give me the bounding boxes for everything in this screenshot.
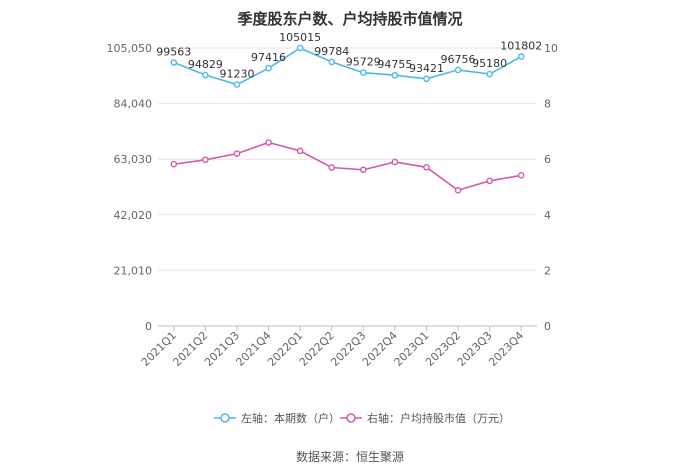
data-point [423, 163, 430, 171]
legend-marker-icon [346, 413, 356, 423]
right-tick-label: 10 [544, 42, 558, 55]
data-point [296, 147, 304, 155]
right-axis: 0 2 4 6 8 10 [544, 42, 558, 333]
data-point [233, 150, 241, 157]
left-axis: 0 21,010 42,020 63,030 84,040 105,050 [107, 42, 153, 333]
right-tick-label: 0 [544, 320, 551, 333]
left-tick-label: 105,050 [107, 42, 153, 55]
legend-item-1[interactable]: 右轴：户均持股市值（万元） [340, 411, 510, 425]
grid [158, 47, 537, 327]
data-point [359, 69, 367, 76]
data-label: 91230 [219, 68, 254, 81]
series-line-1 [173, 141, 522, 192]
data-point [391, 158, 399, 166]
data-point [265, 64, 272, 72]
left-tick-label: 42,020 [114, 209, 153, 222]
left-tick-label: 84,040 [114, 98, 153, 111]
right-tick-label: 8 [544, 98, 551, 111]
series-line-0 [173, 47, 522, 86]
right-tick-label: 6 [544, 153, 551, 166]
data-point [454, 66, 462, 74]
data-point [423, 75, 430, 83]
data-label: 95729 [346, 56, 381, 69]
left-tick-label: 21,010 [114, 264, 153, 277]
data-point [265, 139, 272, 146]
right-tick-label: 2 [544, 264, 551, 277]
data-point [486, 70, 493, 78]
left-tick-label: 0 [145, 320, 152, 333]
source-text: 数据来源：恒生聚源 [296, 449, 404, 464]
data-point [202, 156, 209, 164]
legend-label: 右轴：户均持股市值（万元） [367, 411, 510, 425]
legend-label: 左轴：本期数（户） [241, 411, 340, 425]
data-label: 96756 [441, 53, 476, 66]
data-label: 94755 [377, 58, 412, 71]
x-axis: 2021Q12021Q22021Q32021Q42022Q12022Q22022… [139, 326, 526, 369]
legend-marker-icon [220, 413, 230, 423]
data-point [454, 187, 462, 194]
data-label: 97416 [251, 51, 286, 64]
data-point [328, 164, 336, 171]
right-tick-label: 4 [544, 209, 551, 222]
x-tick-label: 2023Q4 [486, 329, 526, 369]
data-point [233, 81, 241, 88]
data-point [359, 166, 367, 174]
data-point [391, 71, 399, 79]
data-label: 99784 [314, 45, 349, 58]
data-point [517, 53, 525, 60]
data-point [202, 71, 209, 79]
chart-title: 季度股东户数、户均持股市值情况 [237, 10, 462, 28]
data-label: 101802 [500, 40, 542, 53]
left-tick-label: 63,030 [114, 153, 153, 166]
data-label: 99563 [156, 46, 191, 59]
legend-item-0[interactable]: 左轴：本期数（户） [214, 411, 340, 425]
data-label: 93421 [409, 62, 444, 75]
data-point [296, 44, 304, 52]
data-point [486, 177, 493, 185]
data-label: 94829 [188, 58, 223, 71]
data-label: 95180 [472, 57, 507, 70]
data-point [517, 172, 525, 179]
data-label: 105015 [279, 31, 321, 44]
legend[interactable]: 左轴：本期数（户） 右轴：户均持股市值（万元） [214, 411, 510, 425]
data-point [170, 160, 178, 168]
data-point [170, 59, 178, 66]
data-point [328, 58, 336, 66]
